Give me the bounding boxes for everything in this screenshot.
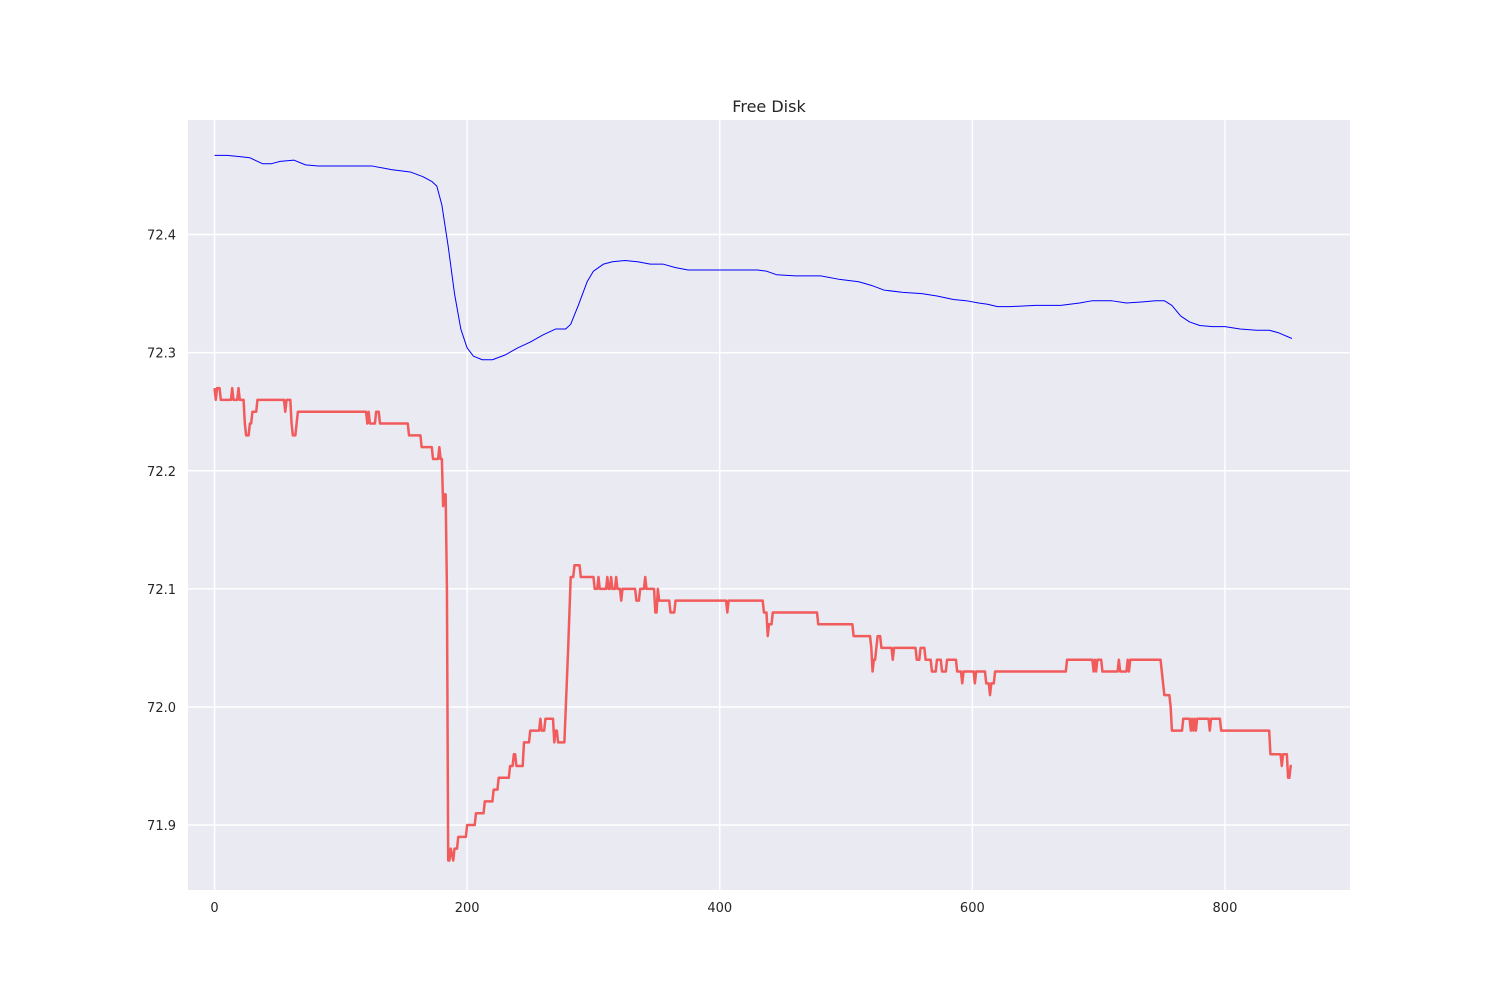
x-axis-ticks: 0 200 400 600 800 — [210, 901, 1237, 916]
y-tick-label: 72.3 — [147, 347, 176, 362]
series-line-1 — [214, 154, 1293, 361]
series-layer — [213, 154, 1293, 862]
y-axis-ticks: 71.9 72.0 72.1 72.2 72.3 72.4 — [147, 229, 176, 834]
x-tick-label: 0 — [210, 901, 218, 916]
x-tick-label: 600 — [960, 901, 985, 916]
y-tick-label: 72.1 — [147, 583, 176, 598]
y-tick-label: 71.9 — [147, 819, 176, 834]
y-tick-label: 72.0 — [147, 701, 176, 716]
series-line-2 — [213, 386, 1292, 862]
y-tick-label: 72.2 — [147, 465, 176, 480]
x-tick-label: 400 — [707, 901, 732, 916]
chart-title: Free Disk — [732, 97, 806, 116]
x-tick-label: 200 — [455, 901, 480, 916]
x-tick-label: 800 — [1213, 901, 1238, 916]
plot-area — [188, 120, 1350, 890]
grid-lines — [188, 120, 1350, 890]
y-tick-label: 72.4 — [147, 229, 176, 244]
